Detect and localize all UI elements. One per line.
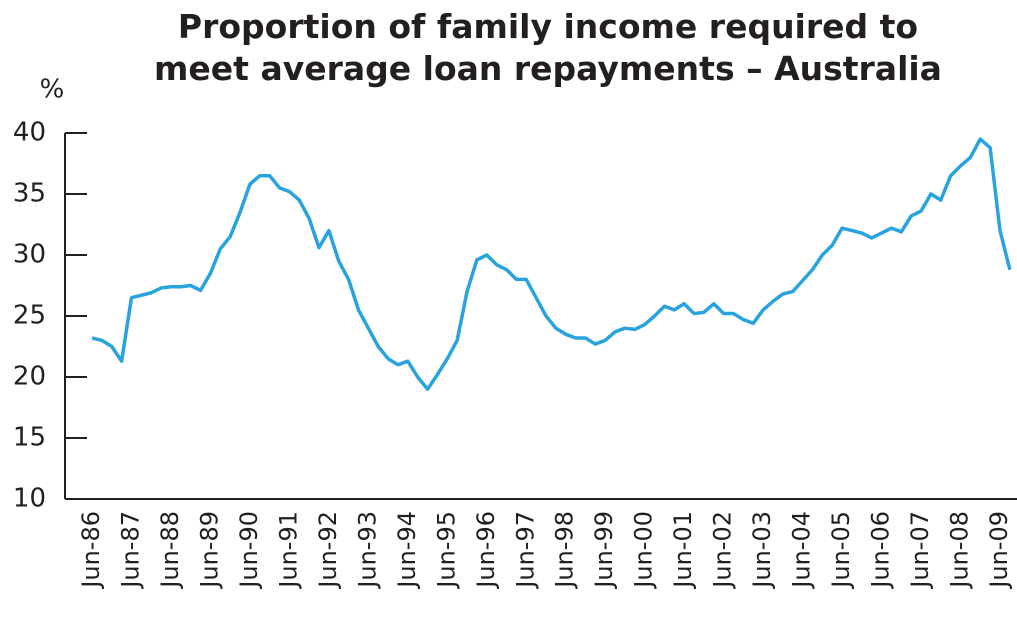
x-tick-label: Jun-95	[432, 511, 460, 590]
x-tick-label: Jun-93	[353, 511, 381, 590]
x-tick-label: Jun-86	[77, 511, 105, 590]
y-tick-label: 10	[13, 484, 46, 514]
y-tick-label: 35	[13, 179, 46, 209]
x-tick-label: Jun-92	[314, 511, 342, 590]
chart-title: Proportion of family income required to m…	[154, 7, 942, 88]
x-tick-label: Jun-94	[393, 511, 421, 590]
x-tick-label: Jun-04	[788, 511, 816, 590]
y-tick-label: 30	[13, 240, 46, 270]
x-tick-label: Jun-09	[985, 511, 1013, 590]
x-tick-label: Jun-90	[235, 511, 263, 590]
x-tick-label: Jun-00	[630, 511, 658, 590]
y-tick-label: 15	[13, 423, 46, 453]
x-tick-label: Jun-87	[116, 511, 144, 590]
y-tick-label: 40	[13, 118, 46, 148]
x-tick-label: Jun-01	[669, 511, 697, 590]
y-axis-label: %	[40, 75, 65, 105]
x-tick-label: Jun-98	[551, 511, 579, 590]
y-tick-label: 20	[13, 362, 46, 392]
x-tick-label: Jun-05	[827, 511, 855, 590]
x-tick-label: Jun-96	[472, 511, 500, 590]
x-tick-label: Jun-97	[511, 511, 539, 590]
x-tick-label: Jun-07	[906, 511, 934, 590]
x-tick-label: Jun-02	[709, 511, 737, 590]
x-tick-label: Jun-88	[156, 511, 184, 590]
x-tick-label: Jun-08	[946, 511, 974, 590]
x-tick-label: Jun-99	[590, 511, 618, 590]
x-tick-label: Jun-03	[748, 511, 776, 590]
x-tick-label: Jun-91	[274, 511, 302, 590]
y-tick-label: 25	[13, 301, 46, 331]
line-series	[91, 137, 1012, 391]
x-tick-label: Jun-06	[867, 511, 895, 590]
x-tick-label: Jun-89	[195, 511, 223, 590]
